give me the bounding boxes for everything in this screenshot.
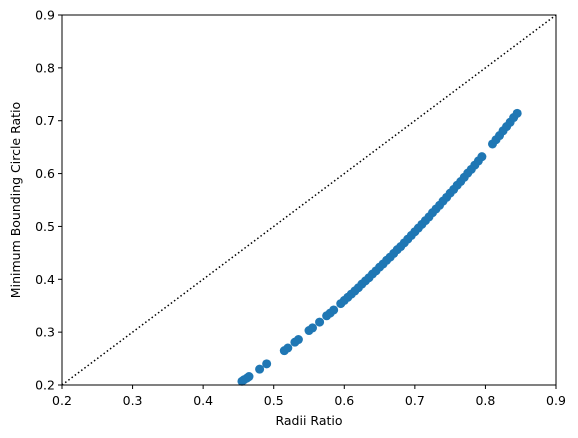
x-tick-label: 0.4 xyxy=(193,393,213,408)
y-tick-label: 0.9 xyxy=(35,8,55,23)
point xyxy=(255,364,265,374)
x-tick-label: 0.6 xyxy=(334,393,354,408)
point xyxy=(262,359,272,369)
y-tick-label: 0.2 xyxy=(35,378,55,393)
x-tick-label: 0.8 xyxy=(475,393,495,408)
y-tick-label: 0.3 xyxy=(35,325,55,340)
point xyxy=(329,305,339,315)
x-axis-label: Radii Ratio xyxy=(275,413,342,428)
point xyxy=(293,335,303,345)
point xyxy=(477,152,487,162)
y-axis-label: Minimum Bounding Circle Ratio xyxy=(8,102,23,298)
plot-frame xyxy=(61,14,557,386)
x-tick-label: 0.3 xyxy=(123,393,143,408)
y-tick-label: 0.5 xyxy=(35,219,55,234)
x-tick-label: 0.5 xyxy=(264,393,284,408)
x-tick-label: 0.7 xyxy=(405,393,425,408)
y-tick-label: 0.7 xyxy=(35,113,55,128)
point xyxy=(512,108,522,118)
x-tick-label: 0.9 xyxy=(546,393,566,408)
point xyxy=(315,317,325,327)
point xyxy=(283,343,293,353)
point xyxy=(244,372,254,382)
reference-line xyxy=(61,14,557,386)
y-tick-label: 0.4 xyxy=(35,272,55,287)
x-tick-label: 0.2 xyxy=(52,393,72,408)
point xyxy=(308,323,318,333)
y-tick-label: 0.6 xyxy=(35,166,55,181)
y-tick-label: 0.8 xyxy=(35,60,55,75)
